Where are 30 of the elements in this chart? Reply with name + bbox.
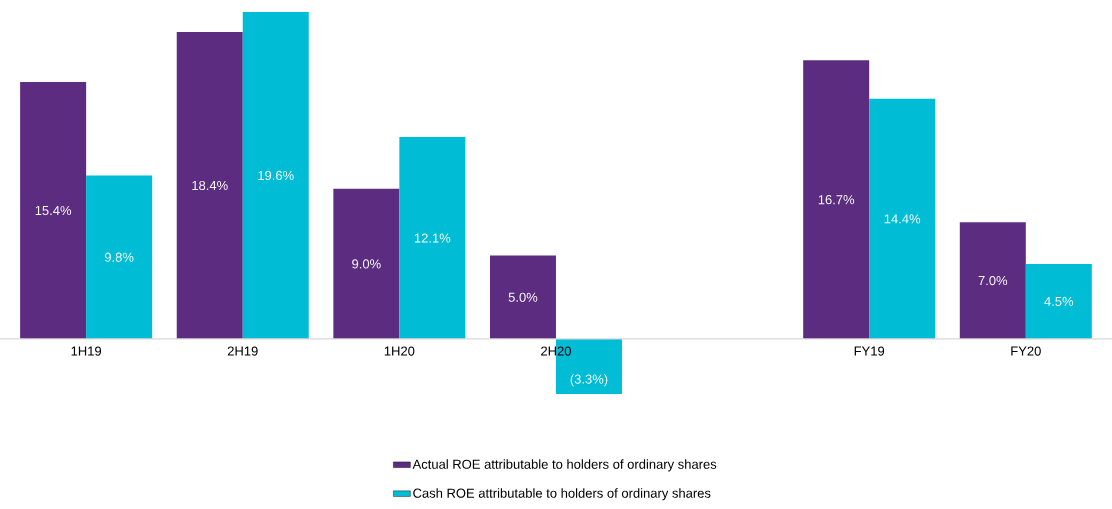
x-tick-label: 1H19 [71,346,102,356]
bar [1025,263,1092,339]
x-tick-label: 1H20 [384,346,415,356]
data-label: 9.8% [104,252,134,262]
bar [399,137,466,339]
bar [803,60,870,339]
data-label: 16.7% [818,195,855,205]
data-label: 5.0% [508,292,538,302]
data-label: 7.0% [978,275,1008,286]
x-tick-label: 2H19 [227,346,258,356]
bar [20,82,87,339]
data-label: 12.1% [414,233,451,243]
bar [176,32,243,339]
bar [242,12,309,339]
data-label: (3.3%) [570,374,608,387]
data-label: 19.6% [258,170,294,181]
data-label: 4.5% [1044,296,1074,306]
bar [333,188,400,339]
legend-label: Cash ROE attributable to holders of ordinary shares [413,488,711,501]
bar [869,98,936,339]
data-label: 14.4% [884,214,921,224]
x-tick-label: FY20 [1011,346,1041,356]
data-label: 15.4% [35,205,72,216]
bar [489,255,556,339]
data-label: 9.0% [352,259,381,269]
data-label: 18.4% [192,180,228,191]
bar [86,175,153,339]
bar [959,222,1026,339]
x-tick-label: FY19 [854,346,885,356]
legend-label: Actual ROE attributable to holders of ordinary shares [412,459,717,472]
